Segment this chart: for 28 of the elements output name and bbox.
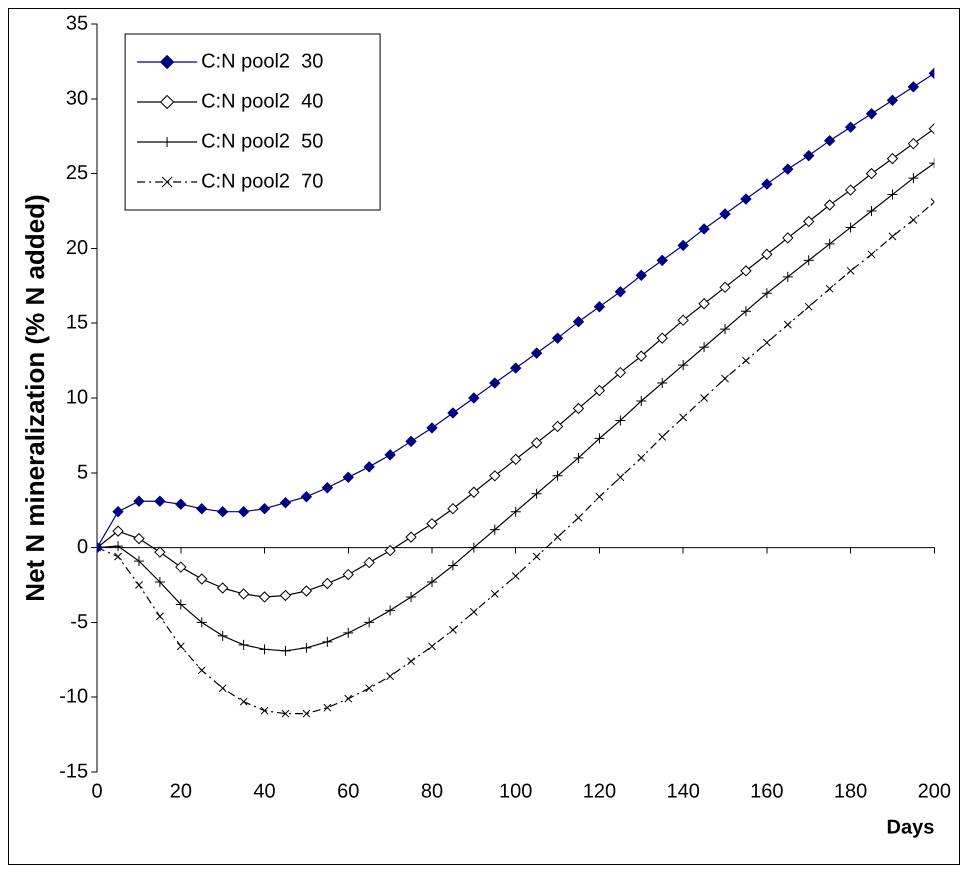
- legend-label: C:N pool2 40: [201, 90, 324, 113]
- x-tick-label: 40: [253, 780, 276, 803]
- x-axis-title: Days: [886, 816, 934, 839]
- x-tick-label: 140: [666, 780, 700, 803]
- y-tick-label: 5: [76, 461, 88, 484]
- y-tick-label: 15: [66, 312, 88, 334]
- y-tick-label: -15: [59, 760, 88, 783]
- y-tick-label: 10: [66, 386, 88, 409]
- legend-label: C:N pool2 70: [201, 170, 324, 193]
- x-tick-label: 200: [918, 780, 952, 803]
- y-tick-label: 25: [66, 162, 88, 184]
- y-axis-title: Net N mineralization (% N added): [20, 194, 50, 602]
- y-tick-label: 30: [66, 87, 88, 110]
- legend-label: C:N pool2 30: [201, 50, 324, 73]
- y-tick-label: -10: [59, 686, 88, 708]
- y-tick-label: 20: [66, 236, 88, 259]
- y-tick-label: 35: [66, 12, 88, 35]
- x-tick-label: 100: [499, 780, 532, 803]
- x-tick-label: 180: [834, 780, 868, 803]
- x-tick-label: 0: [92, 780, 103, 803]
- legend-label: C:N pool2 50: [201, 130, 324, 153]
- x-tick-label: 20: [170, 780, 192, 803]
- x-tick-label: 60: [337, 780, 360, 803]
- y-tick-label: 0: [76, 536, 88, 558]
- y-tick-label: -5: [70, 610, 88, 633]
- x-tick-label: 120: [582, 780, 616, 803]
- x-tick-label: 80: [420, 780, 444, 803]
- x-tick-label: 160: [750, 780, 784, 803]
